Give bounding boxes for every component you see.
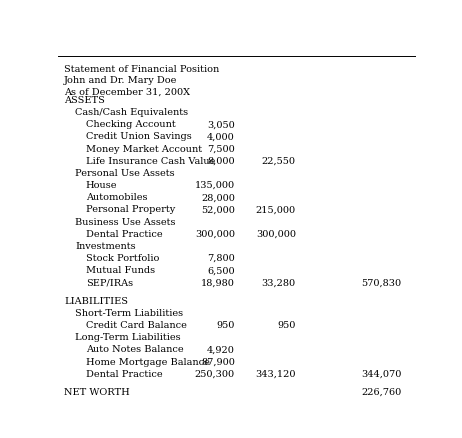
Text: 8,000: 8,000 (207, 156, 235, 166)
Text: 570,830: 570,830 (361, 278, 401, 287)
Text: 28,000: 28,000 (201, 193, 235, 202)
Text: Dental Practice: Dental Practice (86, 229, 163, 238)
Text: 135,000: 135,000 (195, 181, 235, 190)
Text: John and Dr. Mary Doe: John and Dr. Mary Doe (64, 76, 177, 85)
Text: Life Insurance Cash Value: Life Insurance Cash Value (86, 156, 215, 166)
Text: LIABILITIES: LIABILITIES (64, 296, 128, 305)
Text: 87,900: 87,900 (201, 357, 235, 366)
Text: 344,070: 344,070 (361, 369, 401, 378)
Text: 226,760: 226,760 (361, 387, 401, 396)
Text: 300,000: 300,000 (195, 229, 235, 238)
Text: ASSETS: ASSETS (64, 96, 105, 105)
Text: Cash/Cash Equivalents: Cash/Cash Equivalents (75, 108, 188, 117)
Text: Short-Term Liabilities: Short-Term Liabilities (75, 308, 183, 317)
Text: 6,500: 6,500 (207, 266, 235, 275)
Text: Dental Practice: Dental Practice (86, 369, 163, 378)
Text: 33,280: 33,280 (262, 278, 296, 287)
Text: 52,000: 52,000 (201, 205, 235, 214)
Text: Personal Use Assets: Personal Use Assets (75, 169, 175, 177)
Text: Business Use Assets: Business Use Assets (75, 217, 176, 226)
Text: 3,050: 3,050 (207, 120, 235, 129)
Text: Checking Account: Checking Account (86, 120, 176, 129)
Text: 18,980: 18,980 (201, 278, 235, 287)
Text: Long-Term Liabilities: Long-Term Liabilities (75, 332, 181, 342)
Text: Money Market Account: Money Market Account (86, 144, 202, 153)
Text: 215,000: 215,000 (256, 205, 296, 214)
Text: 250,300: 250,300 (195, 369, 235, 378)
Text: Personal Property: Personal Property (86, 205, 175, 214)
Text: Stock Portfolio: Stock Portfolio (86, 254, 159, 262)
Text: Home Mortgage Balance: Home Mortgage Balance (86, 357, 210, 366)
Text: 300,000: 300,000 (256, 229, 296, 238)
Text: Credit Union Savings: Credit Union Savings (86, 132, 192, 141)
Text: 22,550: 22,550 (262, 156, 296, 166)
Text: Statement of Financial Position: Statement of Financial Position (64, 65, 219, 74)
Text: 4,000: 4,000 (207, 132, 235, 141)
Text: 950: 950 (217, 320, 235, 329)
Text: NET WORTH: NET WORTH (64, 387, 130, 396)
Text: As of December 31, 200X: As of December 31, 200X (64, 87, 190, 96)
Text: 7,500: 7,500 (207, 144, 235, 153)
Text: Auto Notes Balance: Auto Notes Balance (86, 345, 183, 353)
Text: Automobiles: Automobiles (86, 193, 147, 202)
Text: Investments: Investments (75, 241, 136, 251)
Text: 7,800: 7,800 (207, 254, 235, 262)
Text: Credit Card Balance: Credit Card Balance (86, 320, 187, 329)
Text: House: House (86, 181, 117, 190)
Text: SEP/IRAs: SEP/IRAs (86, 278, 133, 287)
Text: 4,920: 4,920 (207, 345, 235, 353)
Text: 950: 950 (278, 320, 296, 329)
Text: 343,120: 343,120 (255, 369, 296, 378)
Text: Mutual Funds: Mutual Funds (86, 266, 155, 275)
